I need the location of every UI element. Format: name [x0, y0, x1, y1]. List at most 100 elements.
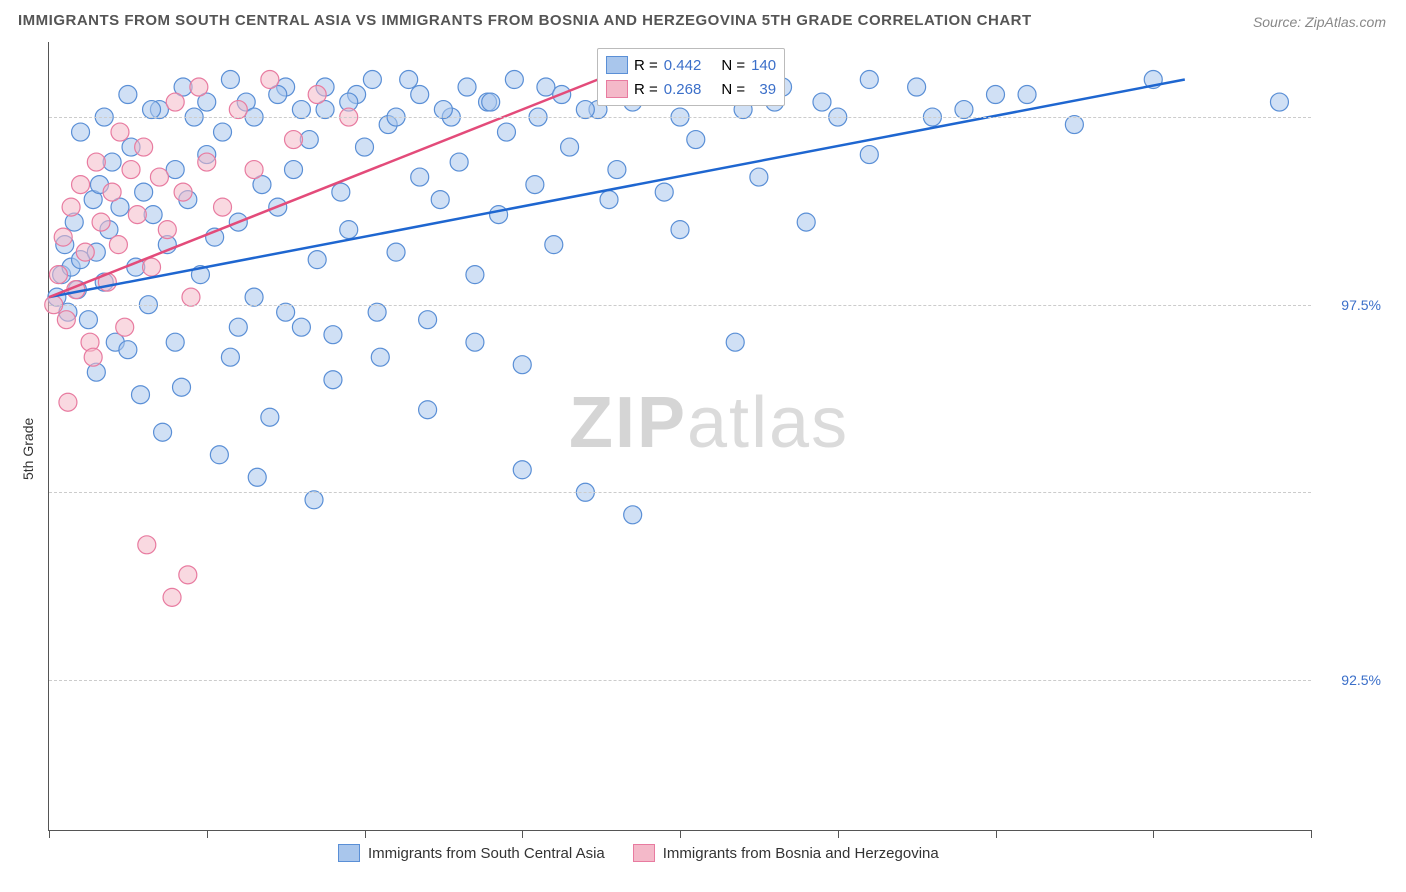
data-point-series-2	[179, 566, 197, 584]
data-point-series-1	[173, 378, 191, 396]
data-point-series-1	[340, 221, 358, 239]
x-tick	[207, 830, 208, 838]
data-point-series-1	[371, 348, 389, 366]
series-legend: Immigrants from South Central Asia Immig…	[338, 844, 939, 862]
data-point-series-1	[245, 288, 263, 306]
legend-label-series-2: Immigrants from Bosnia and Herzegovina	[663, 845, 939, 862]
data-point-series-1	[285, 161, 303, 179]
data-point-series-1	[292, 101, 310, 119]
data-point-series-1	[624, 506, 642, 524]
data-point-series-1	[119, 341, 137, 359]
x-tick	[1153, 830, 1154, 838]
data-point-series-1	[419, 311, 437, 329]
data-point-series-1	[513, 461, 531, 479]
data-point-series-2	[128, 206, 146, 224]
legend-row-series-1: R = 0.442 N = 140	[606, 53, 776, 77]
data-point-series-2	[214, 198, 232, 216]
data-point-series-1	[671, 221, 689, 239]
legend-swatch-1	[606, 56, 628, 74]
data-point-series-1	[356, 138, 374, 156]
data-point-series-1	[576, 101, 594, 119]
data-point-series-2	[109, 236, 127, 254]
data-point-series-1	[166, 333, 184, 351]
data-point-series-2	[261, 71, 279, 89]
data-point-series-2	[245, 161, 263, 179]
data-point-series-1	[526, 176, 544, 194]
legend-r-label-2: R =	[634, 81, 658, 98]
data-point-series-1	[505, 71, 523, 89]
gridline	[49, 117, 1311, 118]
data-point-series-2	[198, 153, 216, 171]
data-point-series-1	[513, 356, 531, 374]
data-point-series-1	[248, 468, 266, 486]
data-point-series-1	[466, 333, 484, 351]
y-tick-label: 92.5%	[1321, 672, 1381, 688]
data-point-series-1	[1018, 86, 1036, 104]
x-tick	[1311, 830, 1312, 838]
trend-line-series-1	[49, 80, 1185, 298]
x-tick	[996, 830, 997, 838]
x-tick	[365, 830, 366, 838]
gridline	[49, 305, 1311, 306]
data-point-series-1	[1270, 93, 1288, 111]
data-point-series-2	[158, 221, 176, 239]
data-point-series-2	[62, 198, 80, 216]
data-point-series-2	[57, 311, 75, 329]
gridline	[49, 680, 1311, 681]
data-point-series-2	[59, 393, 77, 411]
data-point-series-1	[726, 333, 744, 351]
data-point-series-2	[111, 123, 129, 141]
legend-n-label-2: N =	[721, 81, 745, 98]
legend-r-value-2: 0.268	[664, 81, 702, 98]
data-point-series-1	[332, 183, 350, 201]
data-point-series-1	[119, 86, 137, 104]
data-point-series-1	[72, 123, 90, 141]
x-tick	[49, 830, 50, 838]
data-point-series-1	[687, 131, 705, 149]
legend-n-label-1: N =	[721, 57, 745, 74]
data-point-series-1	[545, 236, 563, 254]
data-point-series-1	[987, 86, 1005, 104]
data-point-series-1	[466, 266, 484, 284]
chart-container: IMMIGRANTS FROM SOUTH CENTRAL ASIA VS IM…	[0, 0, 1406, 892]
data-point-series-1	[813, 93, 831, 111]
data-point-series-1	[497, 123, 515, 141]
data-point-series-1	[860, 146, 878, 164]
data-point-series-1	[221, 348, 239, 366]
data-point-series-1	[400, 71, 418, 89]
data-point-series-1	[277, 303, 295, 321]
y-axis-label: 5th Grade	[20, 418, 36, 480]
data-point-series-2	[135, 138, 153, 156]
legend-item-1: Immigrants from South Central Asia	[338, 844, 605, 862]
legend-swatch-2	[606, 80, 628, 98]
data-point-series-1	[368, 303, 386, 321]
data-point-series-1	[411, 168, 429, 186]
data-point-series-1	[324, 326, 342, 344]
data-point-series-1	[131, 386, 149, 404]
x-tick	[680, 830, 681, 838]
data-point-series-1	[363, 71, 381, 89]
data-point-series-1	[908, 78, 926, 96]
data-point-series-1	[431, 191, 449, 209]
data-point-series-1	[210, 446, 228, 464]
data-point-series-1	[261, 408, 279, 426]
data-point-series-2	[143, 258, 161, 276]
legend-n-value-2: 39	[751, 81, 776, 98]
source-label: Source: ZipAtlas.com	[1253, 14, 1386, 30]
data-point-series-1	[482, 93, 500, 111]
data-point-series-2	[229, 101, 247, 119]
data-point-series-1	[434, 101, 452, 119]
data-point-series-1	[305, 491, 323, 509]
data-point-series-1	[600, 191, 618, 209]
data-point-series-2	[72, 176, 90, 194]
data-point-series-1	[458, 78, 476, 96]
data-point-series-1	[229, 318, 247, 336]
data-point-series-1	[324, 371, 342, 389]
x-tick	[522, 830, 523, 838]
data-point-series-1	[214, 123, 232, 141]
correlation-legend: R = 0.442 N = 140 R = 0.268 N = 39	[597, 48, 785, 106]
data-point-series-2	[122, 161, 140, 179]
legend-swatch-series-1	[338, 844, 360, 862]
data-point-series-2	[116, 318, 134, 336]
legend-row-series-2: R = 0.268 N = 39	[606, 77, 776, 101]
